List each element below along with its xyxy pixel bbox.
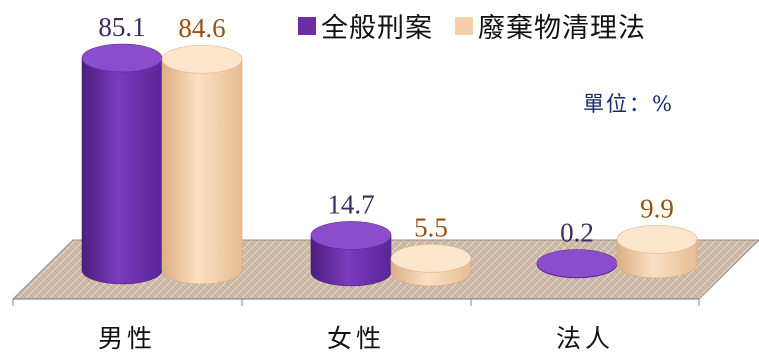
- legend: 全般刑案 廢棄物清理法: [298, 6, 668, 45]
- bar-2-1: [390, 243, 472, 287]
- bars-group: [81, 43, 698, 287]
- bar-1-0: [81, 43, 163, 285]
- category-labels-group: 男性 女性 法人: [98, 324, 614, 353]
- value-label-1-0: 85.1: [98, 12, 145, 42]
- bar-1-1: [310, 221, 392, 287]
- category-label-0: 男性: [98, 324, 156, 353]
- bar-top-1-0: [81, 43, 163, 73]
- value-label-1-2: 0.2: [560, 218, 594, 248]
- bar-top-1-1: [310, 221, 392, 250]
- category-label-1: 女性: [327, 324, 385, 353]
- bar-2-0: [161, 44, 243, 285]
- legend-label-series-2: 廢棄物清理法: [478, 13, 646, 44]
- bar-top-2-0: [161, 44, 243, 74]
- bar-body-1-0: [81, 57, 163, 285]
- value-label-1-1: 14.7: [327, 189, 374, 219]
- value-label-2-1: 5.5: [414, 212, 448, 242]
- value-labels-group: 85.1 14.7 0.2 84.6 5.5 9.9: [98, 12, 674, 248]
- legend-item-series-2: 廢棄物清理法: [455, 6, 646, 45]
- legend-label-series-1: 全般刑案: [321, 13, 433, 44]
- bar-body-1-1: [310, 235, 392, 287]
- bar-top-2-2: [616, 225, 698, 254]
- bar-top-1-2: [536, 249, 618, 278]
- bar-1-2: [536, 249, 618, 279]
- category-label-2: 法人: [556, 324, 614, 353]
- value-label-2-0: 84.6: [178, 13, 225, 43]
- unit-label: 單位：%: [583, 92, 674, 116]
- bar-body-2-0: [161, 58, 243, 285]
- bar-top-2-1: [390, 243, 472, 273]
- legend-swatch-series-2: [455, 16, 473, 35]
- bar-2-2: [616, 225, 698, 279]
- legend-item-series-1: 全般刑案: [298, 6, 433, 45]
- legend-swatch-series-1: [298, 16, 316, 35]
- value-label-2-2: 9.9: [640, 193, 674, 223]
